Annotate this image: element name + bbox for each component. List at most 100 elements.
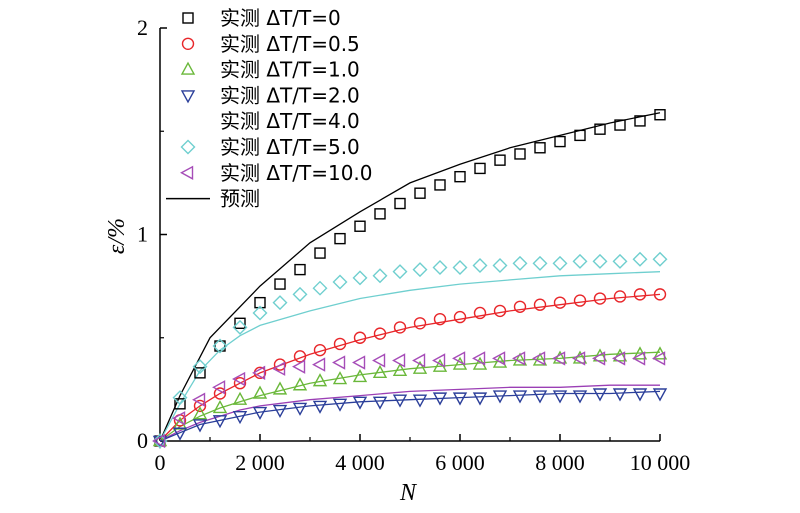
data-point bbox=[292, 377, 308, 391]
legend-item: 预测 bbox=[166, 187, 260, 211]
data-point bbox=[392, 362, 408, 376]
data-point bbox=[252, 385, 268, 399]
data-point bbox=[452, 392, 468, 406]
data-point bbox=[533, 298, 547, 311]
data-point bbox=[180, 139, 196, 155]
data-point bbox=[232, 319, 248, 335]
data-point bbox=[394, 197, 406, 210]
data-point bbox=[492, 351, 506, 366]
data-point bbox=[494, 154, 506, 166]
data-point bbox=[232, 411, 248, 425]
data-point bbox=[333, 337, 347, 351]
data-point bbox=[472, 392, 488, 406]
data-point bbox=[352, 270, 368, 286]
y-tick-label: 1 bbox=[137, 222, 148, 247]
data-point bbox=[594, 123, 606, 135]
data-point bbox=[452, 351, 466, 366]
data-point bbox=[412, 262, 428, 278]
x-tick-label: 8 000 bbox=[535, 450, 585, 475]
prediction-curve bbox=[159, 390, 661, 442]
x-tick-label: 2 000 bbox=[235, 450, 285, 475]
data-point bbox=[572, 351, 586, 366]
legend-label: 实测 ΔT/T=5.0 bbox=[220, 135, 360, 159]
data-point bbox=[312, 280, 328, 296]
legend-item: 实测 ΔT/T=4.0 bbox=[220, 109, 360, 133]
data-point bbox=[654, 109, 666, 121]
data-point bbox=[372, 353, 386, 368]
data-point bbox=[393, 321, 407, 334]
y-tick-label: 2 bbox=[137, 15, 148, 40]
data-point bbox=[474, 162, 486, 175]
data-point bbox=[212, 338, 228, 354]
data-point bbox=[512, 255, 528, 271]
data-point bbox=[532, 390, 548, 404]
data-point bbox=[294, 263, 306, 276]
data-point bbox=[472, 257, 488, 273]
data-point bbox=[192, 406, 208, 420]
data-point bbox=[212, 380, 226, 395]
data-point bbox=[552, 390, 568, 404]
data-point bbox=[473, 306, 487, 320]
data-point bbox=[614, 119, 626, 131]
data-point bbox=[372, 364, 388, 379]
x-tick-label: 0 bbox=[155, 450, 166, 475]
data-point bbox=[453, 310, 467, 324]
legend-item: 实测 ΔT/T=10.0 bbox=[180, 161, 373, 185]
data-point bbox=[632, 251, 648, 267]
data-point bbox=[192, 392, 206, 407]
data-point bbox=[492, 354, 508, 368]
legend-label: 实测 ΔT/T=1.0 bbox=[220, 58, 360, 82]
data-point bbox=[192, 419, 208, 433]
data-point bbox=[213, 387, 227, 400]
data-point bbox=[652, 388, 668, 402]
data-point bbox=[572, 390, 588, 404]
data-point bbox=[312, 373, 328, 387]
data-point bbox=[652, 251, 668, 267]
legend-label: 实测 ΔT/T=0.5 bbox=[220, 32, 360, 56]
prediction-curve bbox=[159, 351, 661, 442]
data-point bbox=[373, 327, 387, 340]
data-point bbox=[534, 142, 546, 154]
data-point bbox=[553, 296, 567, 309]
legend-item: 实测 ΔT/T=5.0 bbox=[180, 135, 360, 159]
legend-label: 实测 ΔT/T=4.0 bbox=[220, 109, 360, 133]
data-point bbox=[374, 208, 386, 220]
data-point bbox=[552, 255, 568, 271]
legend-label: 实测 ΔT/T=0 bbox=[220, 6, 341, 30]
data-point bbox=[592, 253, 608, 269]
data-point bbox=[493, 304, 507, 318]
data-point bbox=[452, 260, 468, 276]
data-point bbox=[392, 353, 406, 368]
data-point bbox=[633, 288, 647, 301]
data-point bbox=[612, 388, 628, 402]
data-point bbox=[292, 286, 308, 302]
legend-item: 实测 ΔT/T=0.5 bbox=[181, 32, 360, 56]
data-point bbox=[572, 350, 588, 364]
data-point bbox=[172, 427, 188, 441]
data-point bbox=[434, 179, 446, 191]
data-point bbox=[652, 351, 666, 366]
x-tick-label: 6 000 bbox=[435, 450, 485, 475]
data-point bbox=[192, 359, 208, 375]
data-point bbox=[272, 361, 286, 376]
data-point bbox=[152, 433, 166, 449]
legend-item: 实测 ΔT/T=2.0 bbox=[180, 83, 360, 107]
data-point bbox=[274, 278, 286, 290]
data-point bbox=[312, 357, 326, 372]
prediction-curve bbox=[159, 384, 660, 442]
data-point bbox=[592, 351, 606, 366]
data-point bbox=[634, 115, 646, 127]
data-point bbox=[314, 247, 326, 259]
data-point bbox=[653, 288, 667, 301]
legend-label: 实测 ΔT/T=10.0 bbox=[220, 161, 373, 185]
data-point bbox=[454, 170, 466, 183]
data-point bbox=[174, 398, 186, 410]
data-point bbox=[612, 253, 628, 269]
data-point bbox=[353, 331, 367, 344]
data-point bbox=[233, 376, 247, 390]
data-point bbox=[632, 351, 646, 366]
data-point bbox=[194, 367, 206, 379]
data-point bbox=[252, 406, 268, 421]
data-point bbox=[252, 365, 266, 381]
data-point bbox=[254, 296, 266, 309]
